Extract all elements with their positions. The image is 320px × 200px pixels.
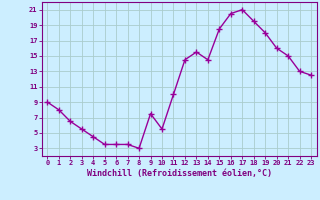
X-axis label: Windchill (Refroidissement éolien,°C): Windchill (Refroidissement éolien,°C) [87,169,272,178]
